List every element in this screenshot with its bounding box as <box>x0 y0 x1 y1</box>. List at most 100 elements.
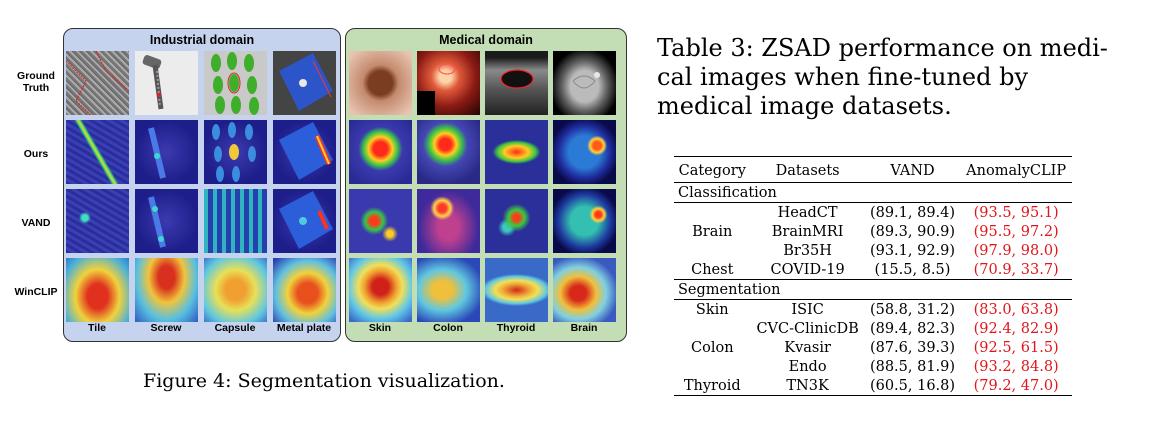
cell-category <box>674 319 751 338</box>
vand-screw-heatmap <box>135 189 198 253</box>
row-label-vand: VAND <box>21 217 51 229</box>
cell-category <box>674 203 751 223</box>
gt-metal-plate-image <box>273 51 336 115</box>
cell-category <box>674 357 751 376</box>
cell-dataset: BrainMRI <box>771 223 844 240</box>
cell-category: Chest <box>691 261 734 278</box>
row-label-ours: Ours <box>23 148 49 160</box>
winclip-screw-heatmap <box>135 258 198 322</box>
winclip-skin-heatmap <box>349 258 412 322</box>
gt-brain-image <box>553 51 616 115</box>
vand-brain-heatmap <box>553 189 616 253</box>
cell-anomalyclip: (95.5, 97.2) <box>973 223 1059 240</box>
gt-capsule-image <box>204 51 267 115</box>
winclip-brain-heatmap <box>553 258 616 322</box>
header-category: Category <box>678 163 746 179</box>
cell-dataset: Kvasir <box>784 339 831 356</box>
ours-screw-heatmap <box>135 120 198 184</box>
table-header-row: Category Datasets VAND AnomalyCLIP <box>674 156 1072 183</box>
cell-dataset: TN3K <box>786 377 829 394</box>
vand-metal-plate-heatmap <box>273 189 336 253</box>
cell-category: Thyroid <box>683 377 741 394</box>
winclip-colon-heatmap <box>417 258 480 322</box>
cell-anomalyclip: (79.2, 47.0) <box>973 377 1059 394</box>
column-label-skin: Skin <box>368 322 392 334</box>
cell-anomalyclip: (97.9, 98.0) <box>973 242 1059 259</box>
group-label-segmentation: Segmentation <box>678 281 781 298</box>
cell-vand: (89.3, 90.9) <box>869 223 956 240</box>
group-label-classification: Classification <box>678 184 777 201</box>
cell-anomalyclip: (83.0, 63.8) <box>973 301 1059 318</box>
cell-dataset: CVC-ClinicDB <box>756 320 859 337</box>
cell-anomalyclip: (92.4, 82.9) <box>973 320 1059 337</box>
column-label-metal-plate: Metal plate <box>276 322 332 334</box>
vand-thyroid-heatmap <box>485 189 548 253</box>
column-label-brain: Brain <box>570 322 598 334</box>
column-label-tile: Tile <box>88 322 106 334</box>
cell-category: Colon <box>691 339 734 356</box>
cell-anomalyclip: (93.2, 84.8) <box>973 358 1059 375</box>
table-row: Chest COVID-19 (15.5, 8.5) (70.9, 33.7) <box>674 260 1072 280</box>
cell-vand: (89.4, 82.3) <box>869 320 956 337</box>
table-row: Colon Kvasir (87.6, 39.3) (92.5, 61.5) <box>674 338 1072 357</box>
ours-skin-heatmap <box>349 120 412 184</box>
cell-dataset: HeadCT <box>777 204 838 221</box>
vand-skin-heatmap <box>349 189 412 253</box>
table-row: Br35H (93.1, 92.9) (97.9, 98.0) <box>674 241 1072 260</box>
ours-capsule-heatmap <box>204 120 267 184</box>
table-row: Thyroid TN3K (60.5, 16.8) (79.2, 47.0) <box>674 376 1072 396</box>
header-anomalyclip: AnomalyCLIP <box>966 163 1067 179</box>
group-row-segmentation: Segmentation <box>674 279 1072 300</box>
table-caption: Table 3: ZSAD performance on medi- cal i… <box>657 34 1108 120</box>
row-label-winclip: WinCLIP <box>14 286 58 298</box>
ours-brain-heatmap <box>553 120 616 184</box>
cell-vand: (93.1, 92.9) <box>869 242 956 259</box>
cell-dataset: Br35H <box>783 242 832 259</box>
header-datasets: Datasets <box>775 163 840 179</box>
winclip-thyroid-heatmap <box>485 258 548 322</box>
figure-caption: Figure 4: Segmentation visualization. <box>143 370 505 392</box>
vand-colon-heatmap <box>417 189 480 253</box>
cell-category: Skin <box>695 301 729 318</box>
cell-dataset: Endo <box>788 358 827 375</box>
ours-colon-heatmap <box>417 120 480 184</box>
industrial-domain-title: Industrial domain <box>149 33 255 47</box>
gt-skin-image <box>349 51 412 115</box>
group-row-classification: Classification <box>674 183 1072 203</box>
gt-tile-image <box>66 51 129 115</box>
cell-anomalyclip: (93.5, 95.1) <box>973 204 1059 221</box>
table-row: Endo (88.5, 81.9) (93.2, 84.8) <box>674 357 1072 376</box>
winclip-metal-plate-heatmap <box>273 258 336 322</box>
ours-metal-plate-heatmap <box>273 120 336 184</box>
column-label-capsule: Capsule <box>214 322 256 334</box>
cell-dataset: ISIC <box>791 301 824 318</box>
column-label-colon: Colon <box>433 322 463 334</box>
medical-domain-title: Medical domain <box>439 33 533 47</box>
row-label-ground-truth: Ground Truth <box>17 70 55 94</box>
cell-vand: (87.6, 39.3) <box>869 339 956 356</box>
column-label-thyroid: Thyroid <box>496 322 536 334</box>
cell-vand: (88.5, 81.9) <box>869 358 956 375</box>
header-vand: VAND <box>890 163 935 179</box>
cell-dataset: COVID-19 <box>770 261 845 278</box>
table-row: HeadCT (89.1, 89.4) (93.5, 95.1) <box>674 202 1072 223</box>
vand-capsule-heatmap <box>204 189 267 253</box>
cell-category <box>674 241 751 260</box>
cell-vand: (89.1, 89.4) <box>869 204 956 221</box>
column-label-screw: Screw <box>150 322 182 334</box>
cell-anomalyclip: (92.5, 61.5) <box>973 339 1059 356</box>
gt-colon-image <box>417 51 480 115</box>
table-row: Skin ISIC (58.8, 31.2) (83.0, 63.8) <box>674 299 1072 320</box>
ours-thyroid-heatmap <box>485 120 548 184</box>
cell-anomalyclip: (70.9, 33.7) <box>973 261 1059 278</box>
cell-vand: (15.5, 8.5) <box>874 261 951 278</box>
winclip-tile-heatmap <box>66 258 129 322</box>
gt-screw-image <box>135 51 198 115</box>
gt-thyroid-image <box>485 51 548 115</box>
ours-tile-heatmap <box>66 120 129 184</box>
winclip-capsule-heatmap <box>204 258 267 322</box>
figure-4: Industrial domain Medical domain Ground … <box>8 24 648 344</box>
table-row: Brain BrainMRI (89.3, 90.9) (95.5, 97.2) <box>674 222 1072 241</box>
cell-category: Brain <box>692 223 733 240</box>
table-3: Category Datasets VAND AnomalyCLIP Class… <box>674 156 1072 396</box>
